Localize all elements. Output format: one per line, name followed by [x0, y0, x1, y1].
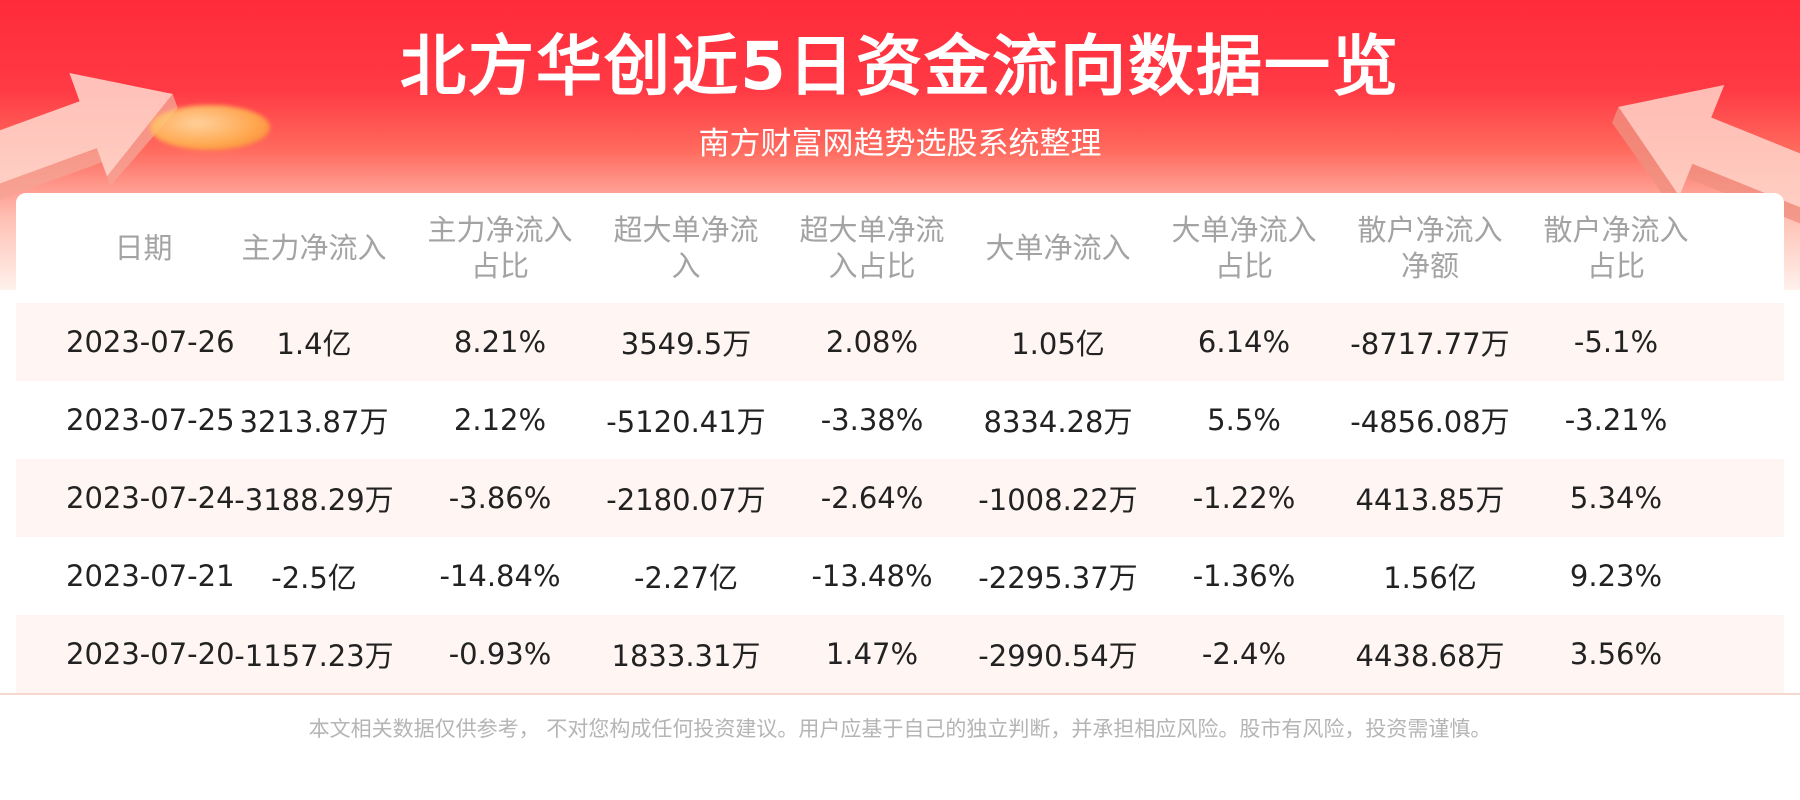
- column-header-super-large-net-inflow-ratio: 超大单净流入占比: [799, 213, 945, 283]
- table-cell: -5120.41万: [606, 405, 766, 439]
- table-cell: 1833.31万: [611, 639, 761, 673]
- table-cell-date: 2023-07-26: [66, 325, 235, 359]
- table-row: 2023-07-26 1.4亿 8.21% 3549.5万 2.08% 1.05…: [16, 303, 1784, 381]
- table-cell: 4438.68万: [1355, 639, 1505, 673]
- table-cell: -3.38%: [820, 403, 924, 437]
- table-cell: -3188.29万: [234, 483, 394, 517]
- table-cell: 5.34%: [1569, 481, 1663, 515]
- table-cell: 6.14%: [1197, 325, 1291, 359]
- table-cell: -8717.77万: [1350, 327, 1510, 361]
- column-header-main-net-inflow-ratio: 主力净流入占比: [427, 213, 573, 283]
- column-header-large-net-inflow: 大单净流入: [985, 231, 1131, 265]
- page-subtitle: 南方财富网趋势选股系统整理: [698, 126, 1102, 162]
- table-cell-date: 2023-07-25: [66, 403, 235, 437]
- table-cell-date: 2023-07-20: [66, 637, 235, 671]
- column-header-retail-net-inflow-ratio: 散户净流入占比: [1543, 213, 1689, 283]
- column-header-date: 日期: [114, 231, 173, 265]
- table-header: 日期 主力净流入 主力净流入占比 超大单净流入 超大单净流入占比 大单净流入 大…: [16, 193, 1784, 303]
- table-row: 2023-07-21 -2.5亿 -14.84% -2.27亿 -13.48% …: [16, 537, 1784, 615]
- table-cell: -2295.37万: [978, 561, 1138, 595]
- table-cell: -2990.54万: [978, 639, 1138, 673]
- table-cell-date: 2023-07-24: [66, 481, 235, 515]
- table-cell: 3.56%: [1569, 637, 1663, 671]
- table-cell: 1.4亿: [276, 327, 352, 361]
- table-cell: 8.21%: [453, 325, 547, 359]
- table-cell: -2.64%: [820, 481, 924, 515]
- table-cell: -2180.07万: [606, 483, 766, 517]
- table-cell: 8334.28万: [983, 405, 1133, 439]
- column-header-main-net-inflow: 主力净流入: [241, 231, 387, 265]
- column-header-super-large-net-inflow: 超大单净流入: [613, 213, 759, 283]
- table-cell: 9.23%: [1569, 559, 1663, 593]
- table-cell: 5.5%: [1207, 403, 1281, 437]
- table-body: 2023-07-26 1.4亿 8.21% 3549.5万 2.08% 1.05…: [16, 303, 1784, 693]
- table-cell: 2.08%: [825, 325, 919, 359]
- table-cell: -2.4%: [1201, 637, 1287, 671]
- column-header-large-net-inflow-ratio: 大单净流入占比: [1171, 213, 1317, 283]
- table-cell: 3549.5万: [620, 327, 752, 361]
- table-cell: 2.12%: [453, 403, 547, 437]
- table-row: 2023-07-20 -1157.23万 -0.93% 1833.31万 1.4…: [16, 615, 1784, 693]
- page-title: 北方华创近5日资金流向数据一览: [400, 28, 1400, 105]
- footer-disclaimer: 本文相关数据仅供参考， 不对您构成任何投资建议。用户应基于自己的独立判断，并承担…: [308, 717, 1492, 741]
- table-cell: -1008.22万: [978, 483, 1138, 517]
- column-header-retail-net-inflow: 散户净流入净额: [1357, 213, 1503, 283]
- footer-divider: [0, 693, 1800, 695]
- table-cell: -1.22%: [1192, 481, 1296, 515]
- table-cell: -1.36%: [1192, 559, 1296, 593]
- coin-decoration-icon: [150, 105, 270, 150]
- fund-flow-table: 日期 主力净流入 主力净流入占比 超大单净流入 超大单净流入占比 大单净流入 大…: [16, 193, 1784, 693]
- table-cell: 4413.85万: [1355, 483, 1505, 517]
- table-cell: 1.56亿: [1383, 561, 1477, 595]
- table-cell: -3.86%: [448, 481, 552, 515]
- table-cell-date: 2023-07-21: [66, 559, 235, 593]
- table-row: 2023-07-24 -3188.29万 -3.86% -2180.07万 -2…: [16, 459, 1784, 537]
- table-cell: -5.1%: [1573, 325, 1659, 359]
- arrow-decoration-icon: [0, 73, 178, 214]
- table-cell: -4856.08万: [1350, 405, 1510, 439]
- table-cell: -0.93%: [448, 637, 552, 671]
- table-cell: -2.5亿: [271, 561, 357, 595]
- table-cell: -2.27亿: [633, 561, 739, 595]
- table-cell: -13.48%: [811, 559, 933, 593]
- table-cell: 1.05亿: [1011, 327, 1105, 361]
- table-cell: -14.84%: [439, 559, 561, 593]
- table-cell: -1157.23万: [234, 639, 394, 673]
- table-cell: 1.47%: [825, 637, 919, 671]
- table-row: 2023-07-25 3213.87万 2.12% -5120.41万 -3.3…: [16, 381, 1784, 459]
- table-cell: -3.21%: [1564, 403, 1668, 437]
- table-cell: 3213.87万: [239, 405, 389, 439]
